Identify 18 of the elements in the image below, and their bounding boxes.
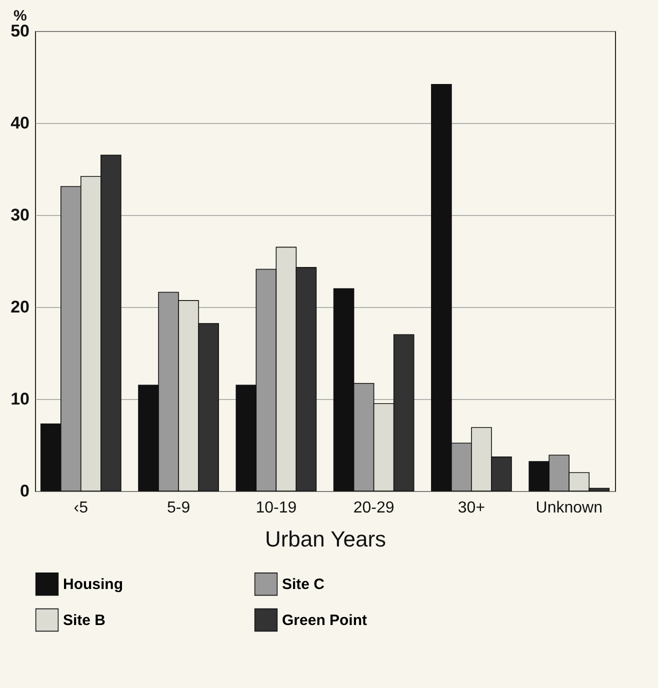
y-axis-title: %: [14, 8, 27, 24]
x-axis-title: Urban Years: [264, 526, 386, 552]
y-tick-label: 10: [10, 390, 30, 408]
y-tick-label: 20: [10, 298, 30, 316]
legend-label: Site C: [282, 576, 325, 594]
y-tick-label: 50: [10, 22, 30, 40]
legend-label: Site B: [63, 612, 106, 629]
x-tick-label: 5-9: [166, 500, 190, 516]
y-tick-label: 30: [10, 206, 30, 224]
y-tick-label: 0: [20, 482, 30, 500]
x-tick-label: 10-19: [256, 500, 297, 516]
legend-label: Green Point: [282, 612, 368, 629]
x-tick-label: 20-29: [353, 500, 394, 516]
x-tick-label: 30+: [458, 500, 486, 516]
y-tick-label: 40: [10, 114, 30, 132]
legend-label: Housing: [63, 576, 123, 594]
x-tick-label: ‹5: [74, 500, 88, 516]
x-tick-label: Unknown: [536, 500, 602, 516]
